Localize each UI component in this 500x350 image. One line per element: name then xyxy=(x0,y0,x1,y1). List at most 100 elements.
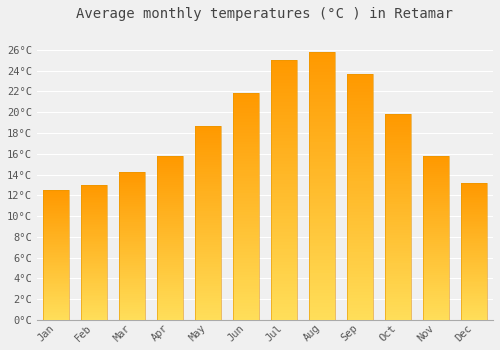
Bar xyxy=(80,214,107,215)
Bar xyxy=(422,299,450,301)
Bar xyxy=(384,286,411,289)
Bar xyxy=(42,211,69,213)
Bar xyxy=(156,303,183,306)
Bar xyxy=(42,266,69,268)
Bar xyxy=(156,228,183,230)
Bar xyxy=(232,119,259,122)
Bar xyxy=(270,102,297,106)
Bar xyxy=(422,187,450,189)
Bar xyxy=(270,265,297,268)
Bar xyxy=(422,213,450,215)
Bar xyxy=(80,193,107,195)
Bar xyxy=(384,166,411,168)
Bar xyxy=(384,171,411,173)
Bar xyxy=(232,317,259,320)
Bar xyxy=(346,150,374,154)
Bar xyxy=(384,261,411,264)
Bar xyxy=(308,75,336,79)
Bar xyxy=(42,216,69,218)
Bar xyxy=(460,304,487,306)
Bar xyxy=(194,242,221,245)
Bar xyxy=(232,263,259,266)
Bar xyxy=(80,242,107,244)
Bar xyxy=(308,256,336,260)
Bar xyxy=(194,218,221,220)
Bar xyxy=(194,186,221,189)
Bar xyxy=(80,266,107,268)
Bar xyxy=(118,244,145,246)
Bar xyxy=(422,197,450,199)
Bar xyxy=(422,209,450,211)
Bar xyxy=(232,93,259,96)
Bar xyxy=(422,158,450,160)
Bar xyxy=(42,223,69,224)
Bar xyxy=(270,242,297,245)
Bar xyxy=(156,312,183,314)
Bar xyxy=(118,279,145,281)
Bar xyxy=(156,230,183,232)
Bar xyxy=(42,260,69,261)
Bar xyxy=(194,274,221,276)
Bar xyxy=(194,140,221,143)
Bar xyxy=(80,232,107,234)
Bar xyxy=(422,191,450,193)
Bar xyxy=(460,301,487,303)
Bar xyxy=(346,98,374,101)
Bar xyxy=(232,150,259,153)
Bar xyxy=(422,203,450,205)
Bar xyxy=(270,96,297,99)
Bar xyxy=(308,263,336,266)
Bar xyxy=(422,310,450,312)
Bar xyxy=(346,117,374,120)
Bar xyxy=(194,259,221,262)
Bar xyxy=(232,215,259,218)
Bar xyxy=(384,217,411,220)
Bar xyxy=(422,258,450,260)
Bar xyxy=(422,289,450,291)
Bar xyxy=(270,193,297,197)
Bar xyxy=(118,213,145,215)
Bar xyxy=(42,281,69,282)
Bar xyxy=(308,139,336,142)
Bar xyxy=(80,240,107,242)
Bar xyxy=(384,119,411,122)
Bar xyxy=(42,203,69,205)
Bar xyxy=(422,176,450,178)
Bar xyxy=(232,105,259,107)
Bar xyxy=(194,230,221,232)
Bar xyxy=(422,230,450,232)
Bar xyxy=(346,206,374,209)
Bar xyxy=(118,298,145,300)
Bar xyxy=(460,265,487,267)
Bar xyxy=(270,317,297,320)
Bar xyxy=(308,119,336,122)
Bar xyxy=(42,190,69,320)
Bar xyxy=(80,254,107,256)
Bar xyxy=(80,239,107,240)
Bar xyxy=(308,69,336,72)
Bar xyxy=(80,313,107,315)
Bar xyxy=(118,222,145,224)
Bar xyxy=(118,296,145,298)
Bar xyxy=(232,260,259,263)
Bar xyxy=(460,280,487,282)
Bar xyxy=(156,221,183,224)
Bar xyxy=(308,229,336,233)
Bar xyxy=(384,176,411,178)
Bar xyxy=(460,282,487,284)
Bar xyxy=(42,292,69,294)
Bar xyxy=(270,93,297,96)
Bar xyxy=(42,265,69,266)
Bar xyxy=(346,246,374,249)
Bar xyxy=(156,164,183,166)
Bar xyxy=(346,218,374,222)
Bar xyxy=(194,157,221,160)
Bar xyxy=(460,261,487,264)
Bar xyxy=(460,250,487,251)
Bar xyxy=(460,224,487,226)
Bar xyxy=(156,217,183,219)
Bar xyxy=(232,136,259,139)
Bar xyxy=(270,213,297,216)
Bar xyxy=(156,189,183,191)
Bar xyxy=(80,207,107,209)
